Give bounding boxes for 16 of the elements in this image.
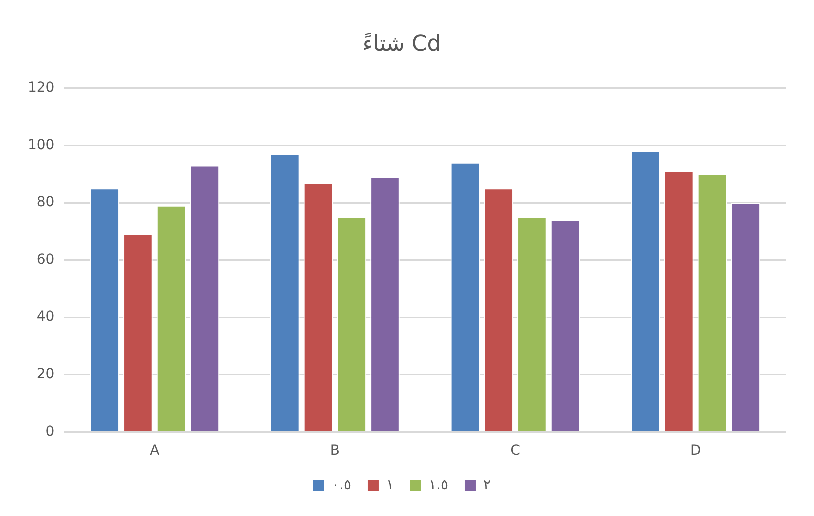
y-tick-label: 20	[36, 366, 55, 383]
x-tick-label: B	[330, 443, 340, 460]
legend-label: ٠.٥	[332, 478, 352, 494]
chart-title: شتاءً Cd	[362, 32, 442, 57]
y-tick-label: 0	[46, 424, 55, 440]
y-tick-label: 120	[28, 80, 55, 96]
y-tick-label: 60	[36, 252, 55, 268]
x-tick-label: D	[690, 443, 702, 460]
x-tick-label: C	[510, 443, 521, 460]
y-tick-label: 80	[36, 194, 55, 211]
y-tick-label: 100	[28, 137, 55, 154]
y-tick-label: 40	[36, 309, 55, 326]
legend-label: ١.٥	[429, 478, 448, 494]
x-tick-label: A	[150, 443, 160, 460]
legend-label: ١	[386, 478, 394, 494]
legend-label: ٢	[483, 478, 492, 494]
